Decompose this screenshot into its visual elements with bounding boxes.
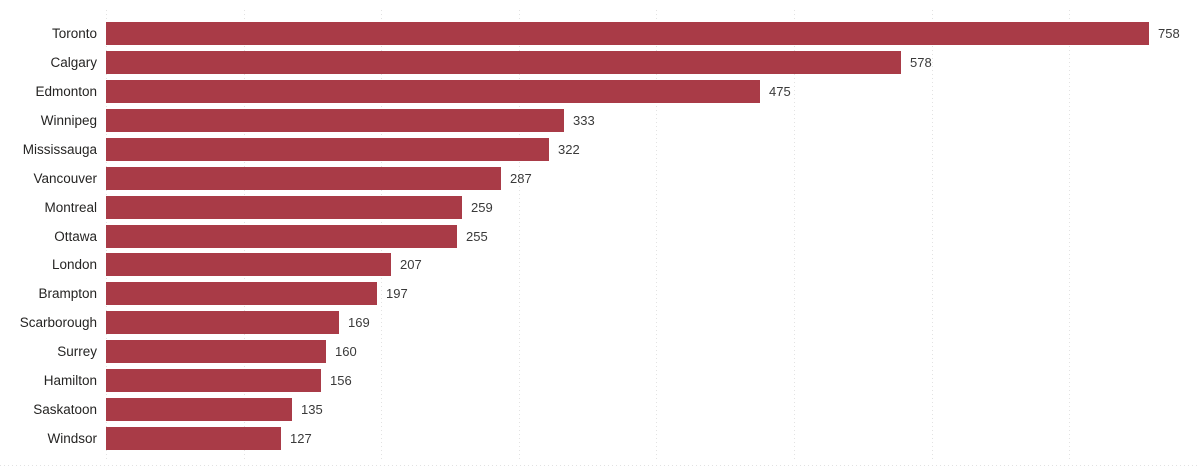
category-label: Calgary — [50, 54, 97, 70]
category-label: Saskatoon — [33, 402, 97, 418]
bar-row: Vancouver 287 — [0, 164, 1200, 193]
bar-row: Edmonton 475 — [0, 77, 1200, 106]
bar[interactable] — [106, 311, 339, 335]
category-label: London — [51, 257, 97, 273]
category-label: Windsor — [47, 431, 97, 447]
bar[interactable] — [106, 50, 901, 74]
category-label: Brampton — [38, 286, 97, 302]
bar[interactable] — [106, 427, 281, 451]
value-label: 259 — [471, 199, 493, 215]
bar[interactable] — [106, 137, 549, 161]
bar-row: Saskatoon 135 — [0, 395, 1200, 424]
bar-row: Mississauga 322 — [0, 135, 1200, 164]
bar[interactable] — [106, 282, 377, 306]
category-label: Toronto — [51, 25, 97, 41]
bar-row: Hamilton 156 — [0, 366, 1200, 395]
value-label: 578 — [910, 54, 932, 70]
value-label: 322 — [558, 141, 580, 157]
gridline-600 — [931, 10, 933, 462]
value-label: 135 — [301, 402, 323, 418]
bar[interactable] — [106, 166, 501, 190]
bar-row: Calgary 578 — [0, 48, 1200, 77]
category-label: Montreal — [44, 199, 97, 215]
value-label: 207 — [400, 257, 422, 273]
value-label: 333 — [573, 112, 595, 128]
bar-row: Surrey 160 — [0, 337, 1200, 366]
gridline-500 — [794, 10, 796, 462]
value-label: 287 — [510, 170, 532, 186]
bar-row: London 207 — [0, 251, 1200, 280]
value-label: 160 — [335, 344, 357, 360]
category-label: Winnipeg — [40, 112, 97, 128]
category-label: Edmonton — [35, 83, 97, 99]
bar[interactable] — [106, 21, 1149, 45]
bar[interactable] — [106, 79, 760, 103]
bar[interactable] — [106, 108, 564, 132]
value-label: 197 — [386, 286, 408, 302]
bar-row: Winnipeg 333 — [0, 106, 1200, 135]
bar-row: Brampton 197 — [0, 279, 1200, 308]
value-label: 255 — [466, 228, 488, 244]
category-label: Vancouver — [33, 170, 97, 186]
category-label: Hamilton — [43, 373, 97, 389]
bar[interactable] — [106, 340, 326, 364]
bar[interactable] — [106, 224, 457, 248]
value-label: 475 — [769, 83, 791, 99]
value-label: 758 — [1158, 25, 1180, 41]
value-label: 127 — [290, 431, 312, 447]
bar-row: Toronto 758 — [0, 19, 1200, 48]
gridline-300 — [518, 10, 520, 462]
gridline-700 — [1069, 10, 1071, 462]
bar[interactable] — [106, 195, 462, 219]
value-label: 156 — [330, 373, 352, 389]
bar-row: Ottawa 255 — [0, 222, 1200, 251]
value-label: 169 — [348, 315, 370, 331]
category-label: Mississauga — [22, 141, 97, 157]
bar-row: Montreal 259 — [0, 193, 1200, 222]
bar[interactable] — [106, 398, 292, 422]
bar-rows: Toronto 758 Calgary 578 Edmonton 475 Winnipeg 3… — [0, 19, 1200, 453]
category-label: Scarborough — [19, 315, 97, 331]
bar[interactable] — [106, 253, 391, 277]
bar[interactable] — [106, 369, 321, 393]
category-label: Surrey — [57, 344, 97, 360]
gridline-400 — [656, 10, 658, 462]
bar-row: Windsor 127 — [0, 424, 1200, 453]
bar-row: Scarborough 169 — [0, 308, 1200, 337]
category-label: Ottawa — [54, 228, 97, 244]
